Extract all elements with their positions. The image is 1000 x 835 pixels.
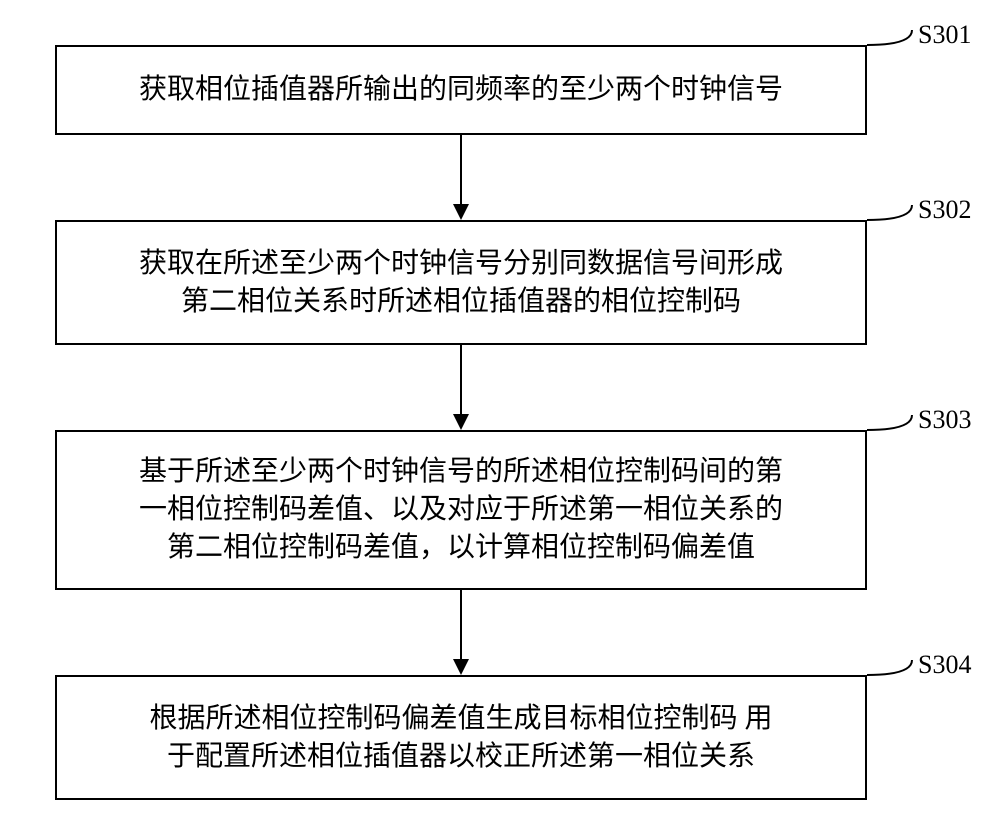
flow-step-label-s302: S302 [918,195,971,225]
flow-step-text: 基于所述至少两个时钟信号的所述相位控制码间的第 一相位控制码差值、以及对应于所述… [139,453,783,566]
callout-curve [865,658,914,677]
flow-step-label-s303: S303 [918,405,971,435]
flow-step-label-s304: S304 [918,650,971,680]
flow-step-s303: 基于所述至少两个时钟信号的所述相位控制码间的第 一相位控制码差值、以及对应于所述… [55,430,867,590]
callout-curve [865,28,914,47]
flow-step-text: 获取在所述至少两个时钟信号分别同数据信号间形成 第二相位关系时所述相位插值器的相… [139,245,783,321]
flow-arrow [449,345,473,430]
flow-step-s304: 根据所述相位控制码偏差值生成目标相位控制码 用 于配置所述相位插值器以校正所述第… [55,675,867,800]
flow-step-text: 获取相位插值器所输出的同频率的至少两个时钟信号 [139,71,783,109]
callout-curve [865,203,914,222]
flow-step-text: 根据所述相位控制码偏差值生成目标相位控制码 用 于配置所述相位插值器以校正所述第… [149,700,772,776]
flowchart-canvas: 获取相位插值器所输出的同频率的至少两个时钟信号 S301 获取在所述至少两个时钟信号… [0,0,1000,835]
flow-step-label-s301: S301 [918,20,971,50]
flow-step-s301: 获取相位插值器所输出的同频率的至少两个时钟信号 [55,45,867,135]
callout-curve [865,413,914,432]
flow-arrow [449,135,473,220]
flow-step-s302: 获取在所述至少两个时钟信号分别同数据信号间形成 第二相位关系时所述相位插值器的相… [55,220,867,345]
flow-arrow [449,590,473,675]
